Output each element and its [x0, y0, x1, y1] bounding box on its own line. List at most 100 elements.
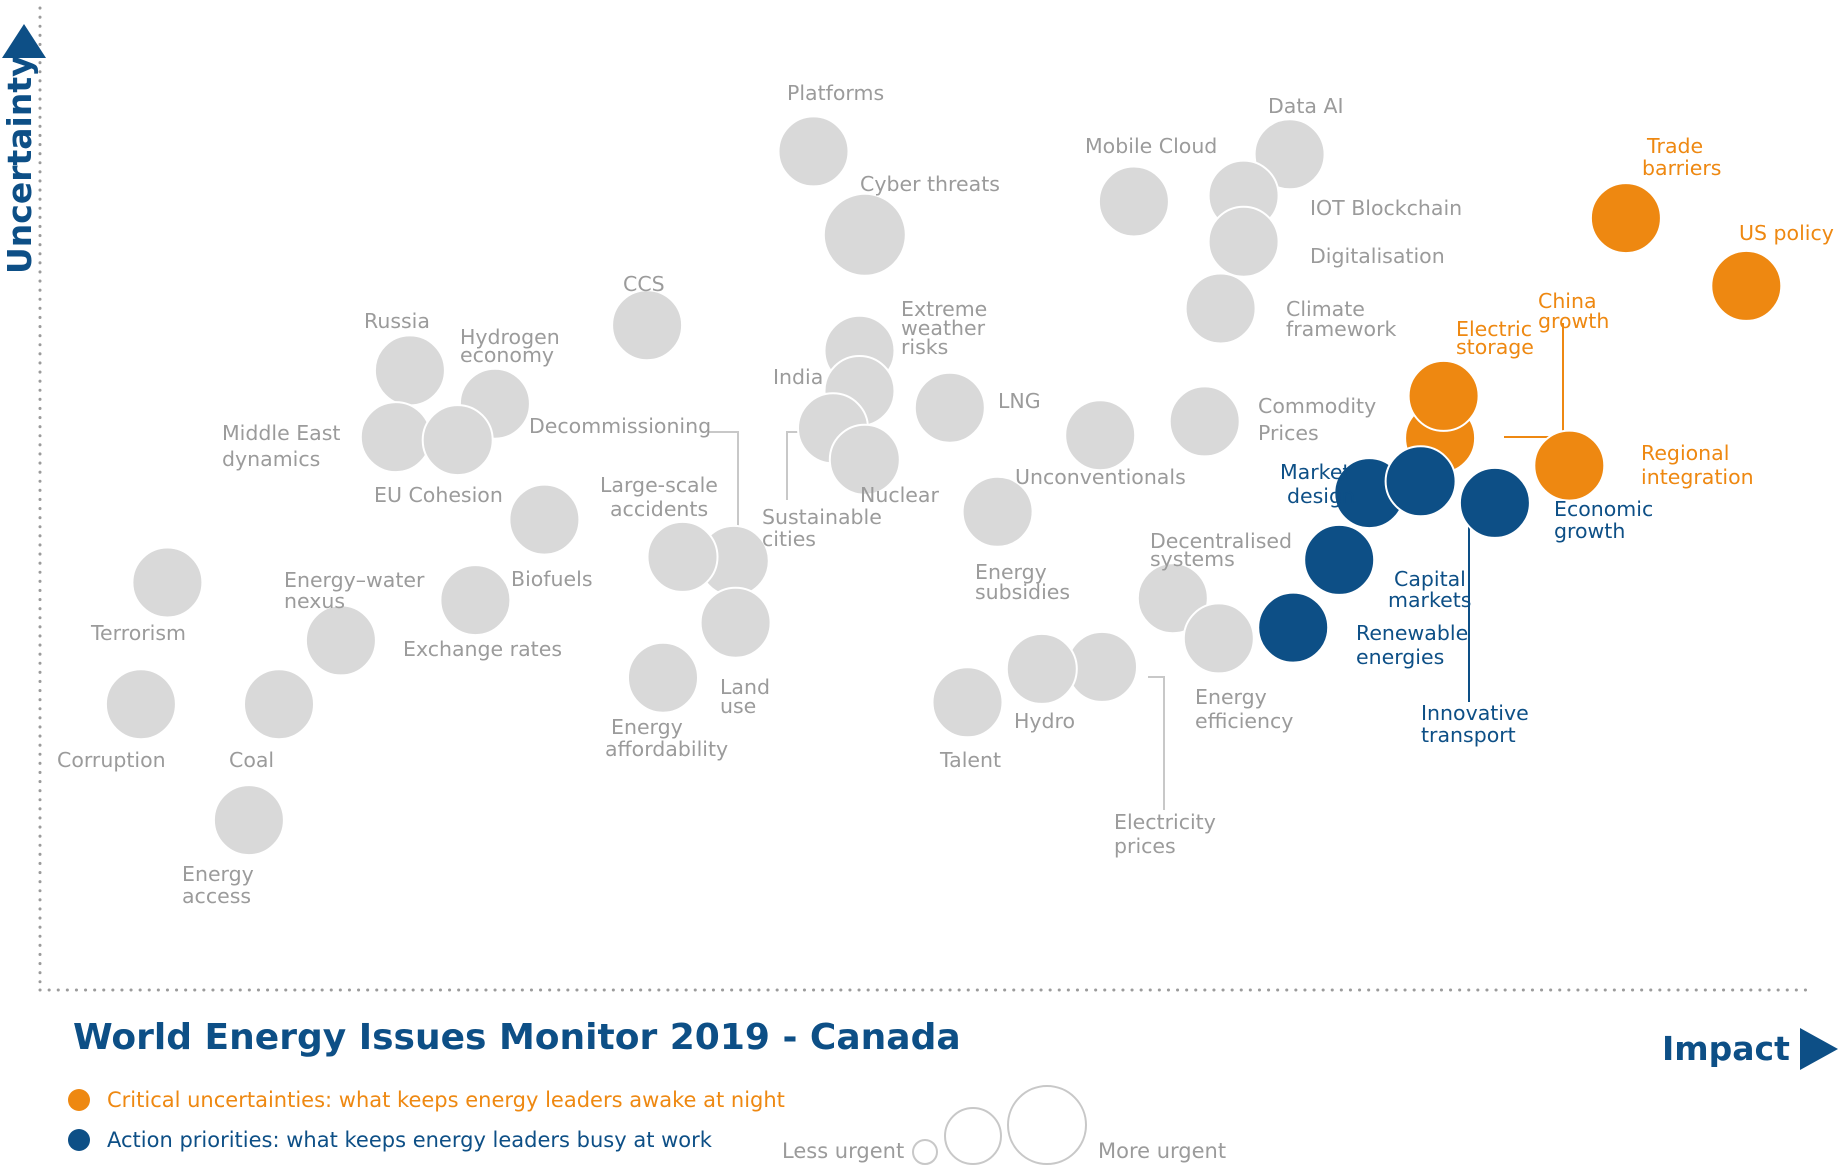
- leader-lines: [708, 323, 1564, 810]
- point-label: Energy: [1195, 685, 1267, 709]
- point-label: Biofuels: [511, 567, 593, 591]
- bubble-land-use: [699, 586, 772, 659]
- bubble-cyber-threats: [822, 192, 907, 277]
- point-label: EU Cohesion: [374, 483, 503, 507]
- point-label: Energy: [611, 715, 683, 739]
- bubble-ccs: [611, 289, 684, 362]
- point-labels: Platforms Cyber threats Mobile Cloud Dat…: [57, 81, 1834, 908]
- point-label: prices: [1114, 834, 1176, 858]
- point-label: IOT Blockchain: [1310, 196, 1462, 220]
- bubble-layer: [104, 115, 1783, 857]
- bubble-climate-framework: [1184, 272, 1257, 345]
- point-label: Data AI: [1268, 94, 1344, 118]
- point-label: LNG: [998, 389, 1041, 413]
- x-axis-title: Impact: [1662, 1029, 1790, 1068]
- point-label: energies: [1356, 645, 1444, 669]
- point-label: US policy: [1739, 221, 1834, 245]
- point-label: efficiency: [1195, 709, 1293, 733]
- point-label: cities: [762, 527, 816, 551]
- point-label: Corruption: [57, 748, 166, 772]
- bubble-middle-east-dynamics: [359, 401, 432, 474]
- point-label: Nuclear: [860, 483, 939, 507]
- bubble-energy-affordability: [627, 641, 699, 714]
- bubble-unconventionals: [1064, 399, 1137, 472]
- point-label: markets: [1388, 588, 1471, 612]
- point-label: subsidies: [975, 580, 1070, 604]
- point-label: risks: [901, 335, 948, 359]
- size-legend-small-circle: [912, 1139, 938, 1165]
- point-label: Land: [720, 675, 770, 699]
- point-label: Terrorism: [90, 621, 186, 645]
- bubble-regional-integration: [1533, 429, 1606, 502]
- legend-action-label: Action priorities: what keeps energy lea…: [107, 1128, 713, 1152]
- bubble-talent: [931, 666, 1004, 739]
- legend-critical-label: Critical uncertainties: what keeps energ…: [107, 1088, 785, 1112]
- bubble-lng: [913, 371, 986, 444]
- point-label: Economic: [1554, 497, 1653, 521]
- point-label: access: [182, 884, 251, 908]
- size-legend-less: Less urgent: [782, 1139, 904, 1163]
- bubble-terrorism: [131, 546, 204, 619]
- point-label: CCS: [623, 272, 665, 296]
- bubble-economic-growth: [1458, 466, 1531, 539]
- point-label: Capital: [1394, 567, 1466, 591]
- point-label: dynamics: [222, 447, 320, 471]
- bubble-innovative-transport: [1384, 445, 1457, 518]
- point-label: affordability: [605, 737, 728, 761]
- point-label: Extreme: [901, 297, 987, 321]
- point-label: Electricity: [1114, 810, 1216, 834]
- point-label: economy: [460, 343, 554, 367]
- legend-critical-swatch: [68, 1089, 90, 1111]
- bubble-electric-storage: [1407, 359, 1480, 432]
- point-label: Coal: [229, 748, 274, 772]
- size-legend-large-circle: [1007, 1085, 1087, 1165]
- y-axis-arrow-icon: [2, 24, 46, 58]
- y-axis-title: Uncertainty: [0, 55, 39, 274]
- bubble-energy-subsidies: [961, 475, 1034, 548]
- point-label: growth: [1554, 519, 1625, 543]
- point-label: Digitalisation: [1310, 244, 1445, 268]
- bubble-mobile-cloud: [1097, 165, 1170, 238]
- bubble-hydro: [1005, 632, 1078, 705]
- point-label: Climate: [1286, 297, 1365, 321]
- point-label: Trade: [1646, 134, 1703, 158]
- point-label: systems: [1150, 547, 1235, 571]
- point-label: integration: [1641, 465, 1754, 489]
- point-label: Decentralised: [1150, 529, 1292, 553]
- point-label: use: [720, 694, 756, 718]
- bubble-coal: [243, 668, 315, 741]
- leader-sustainable-cities: [786, 431, 800, 500]
- point-label: Regional: [1641, 441, 1729, 465]
- legend-action-swatch: [68, 1129, 90, 1151]
- point-label: accidents: [610, 497, 708, 521]
- bubble-biofuels: [508, 483, 581, 556]
- leader-decommissioning: [708, 431, 739, 560]
- point-label: Innovative: [1421, 701, 1529, 725]
- point-label: Hydro: [1014, 709, 1075, 733]
- x-axis-arrow-icon: [1800, 1028, 1838, 1070]
- point-label: Electric: [1456, 317, 1532, 341]
- bubble-nuclear: [828, 423, 901, 496]
- bubble-data-ai: [1253, 118, 1326, 191]
- point-label: Mobile Cloud: [1085, 134, 1217, 158]
- bubble-energy-water-nexus: [304, 604, 377, 677]
- bubble-platforms: [777, 115, 850, 188]
- point-label: nexus: [284, 589, 345, 613]
- point-label: Sustainable: [762, 505, 882, 529]
- bubble-exchange-rates: [439, 564, 512, 637]
- bubble-eu-cohesion: [421, 404, 494, 477]
- point-label: Platforms: [787, 81, 884, 105]
- point-label: Large-scale: [600, 473, 718, 497]
- point-label: framework: [1286, 317, 1397, 341]
- bubble-large-scale-accidents: [646, 520, 719, 593]
- bubble-trade-barriers: [1589, 182, 1662, 255]
- bubble-energy-access: [212, 784, 285, 857]
- point-label: Exchange rates: [403, 637, 562, 661]
- point-label: Prices: [1258, 421, 1319, 445]
- bubble-energy-efficiency: [1182, 602, 1255, 675]
- bubble-russia: [373, 334, 446, 407]
- leader-electricity-prices: [1148, 676, 1165, 810]
- point-label: transport: [1421, 723, 1516, 747]
- bubble-corruption: [104, 668, 177, 741]
